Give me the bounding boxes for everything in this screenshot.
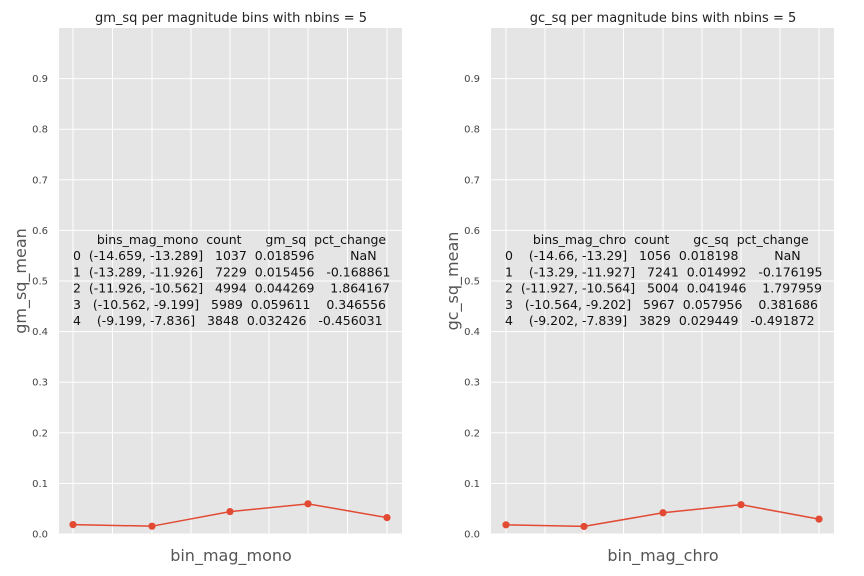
y-tick-label: 0.9 (464, 74, 480, 85)
right-gridlines (491, 28, 834, 535)
left-x-axis-label: bin_mag_mono (170, 546, 292, 566)
y-tick-label: 0.0 (464, 530, 480, 541)
y-tick-label: 0.8 (32, 125, 48, 136)
table-row: 0 (-14.659, -13.289] 1037 0.018596 NaN (73, 248, 377, 263)
right-series-gc-sq (502, 501, 823, 531)
left-chart-panel: gm_sq per magnitude bins with nbins = 5 … (11, 11, 402, 566)
y-tick-label: 0.4 (32, 327, 48, 338)
y-tick-label: 0.5 (464, 277, 480, 288)
left-chart-title: gm_sq per magnitude bins with nbins = 5 (95, 11, 367, 26)
data-point (580, 522, 588, 531)
y-tick-label: 0.1 (464, 479, 480, 490)
y-tick-label: 0.2 (464, 428, 480, 439)
data-point (69, 520, 77, 529)
y-tick-label: 0.1 (32, 479, 48, 490)
table-row: 3 (-10.562, -9.199] 5989 0.059611 0.3465… (73, 297, 386, 312)
y-tick-label: 0.3 (32, 378, 48, 389)
data-point (815, 515, 823, 523)
data-point (502, 521, 510, 529)
table-row: 1 (-13.29, -11.927] 7241 0.014992 -0.176… (505, 264, 823, 279)
data-point (383, 513, 391, 522)
data-point (148, 522, 156, 530)
y-tick-label: 0.7 (32, 175, 48, 186)
table-row: 4 (-9.202, -7.839] 3829 0.029449 -0.4918… (505, 313, 815, 328)
y-tick-label: 0.0 (32, 530, 48, 541)
table-row: 2 (-11.927, -10.564] 5004 0.041946 1.797… (505, 281, 822, 296)
data-point (659, 509, 667, 517)
left-gridlines (59, 28, 402, 535)
left-series-gm-sq (69, 500, 391, 530)
right-y-axis-label: gc_sq_mean (443, 232, 463, 331)
table-row: 3 (-10.564, -9.202] 5967 0.057956 0.3816… (505, 297, 818, 312)
left-y-axis-label: gm_sq_mean (11, 228, 31, 334)
y-tick-label: 0.7 (464, 175, 480, 186)
data-point (737, 501, 745, 509)
y-tick-label: 0.2 (32, 428, 48, 439)
table-header-row: bins_mag_chro count gc_sq pct_change (505, 232, 809, 247)
right-chart-panel: gc_sq per magnitude bins with nbins = 5 … (443, 11, 834, 566)
y-tick-label: 0.4 (464, 327, 480, 338)
y-tick-label: 0.6 (464, 226, 480, 237)
table-row: 4 (-9.199, -7.836] 3848 0.032426 -0.4560… (73, 313, 383, 328)
left-y-tick-labels: 0.0 0.1 0.2 0.3 0.4 0.5 0.6 0.7 0.8 0.9 (32, 74, 48, 540)
right-y-tick-labels: 0.0 0.1 0.2 0.3 0.4 0.5 0.6 0.7 0.8 0.9 (464, 74, 480, 540)
y-tick-label: 0.5 (32, 277, 48, 288)
right-x-axis-label: bin_mag_chro (607, 546, 718, 566)
table-header-row: bins_mag_mono count gm_sq pct_change (73, 232, 386, 247)
table-row: 0 (-14.66, -13.29] 1056 0.018198 NaN (505, 248, 801, 263)
table-row: 1 (-13.289, -11.926] 7229 0.015456 -0.16… (73, 264, 391, 279)
right-chart-title: gc_sq per magnitude bins with nbins = 5 (530, 11, 797, 26)
y-tick-label: 0.3 (464, 378, 480, 389)
data-point (226, 507, 234, 516)
table-row: 2 (-11.926, -10.562] 4994 0.044269 1.864… (73, 281, 390, 296)
y-tick-label: 0.6 (32, 226, 48, 237)
data-point (304, 500, 312, 508)
y-tick-label: 0.9 (32, 74, 48, 85)
y-tick-label: 0.8 (464, 125, 480, 136)
